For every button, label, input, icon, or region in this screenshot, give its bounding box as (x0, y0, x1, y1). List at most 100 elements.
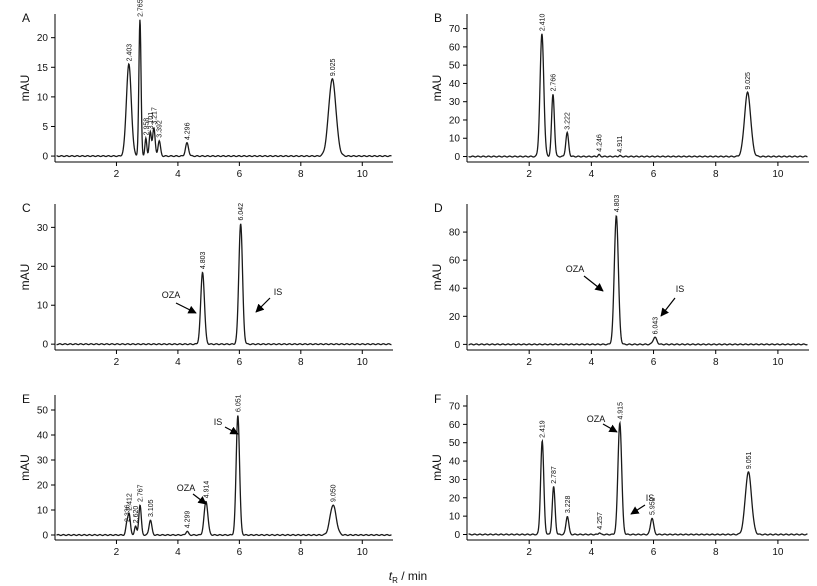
y-tick-label: 30 (449, 97, 461, 108)
peak-label: 4.915 (617, 402, 624, 420)
y-axis-label: mAU (18, 264, 32, 291)
peak-label: 3.101 (148, 112, 155, 130)
x-tick-label: 6 (651, 547, 657, 558)
panel-d: D 0 20 40 60 80 2 4 6 8 10 mAU 4.803 6.043 OZA IS (430, 195, 809, 368)
x-tick-label: 6 (651, 357, 657, 368)
x-tick-label: 2 (114, 547, 120, 558)
y-tick-label: 10 (37, 506, 49, 517)
y-tick-label: 40 (449, 284, 461, 295)
y-tick-label: 50 (37, 406, 49, 417)
annotation-is: IS (646, 493, 655, 503)
y-tick-label: 70 (449, 402, 461, 413)
y-tick-label: 30 (37, 223, 49, 234)
annotation-arrow (255, 297, 271, 313)
peak-label: 2.403 (126, 44, 133, 62)
y-tick-label: 30 (449, 475, 461, 486)
annotation-is: IS (214, 417, 223, 427)
peak-label: 9.051 (746, 451, 753, 469)
peak-label: 4.246 (597, 134, 604, 152)
x-tick-label: 2 (526, 169, 532, 180)
x-tick-label: 4 (175, 169, 181, 180)
y-axis-label: mAU (430, 264, 444, 291)
x-tick-label: 8 (713, 547, 719, 558)
annotation-arrow (175, 302, 197, 314)
peak-label: 6.042 (238, 203, 245, 221)
y-tick-label: 15 (37, 63, 49, 74)
y-tick-label: 10 (449, 512, 461, 523)
y-tick-label: 20 (449, 493, 461, 504)
x-axis-label-unit: / min (398, 569, 427, 583)
y-tick-label: 0 (454, 340, 460, 351)
chromatogram-trace (56, 19, 392, 158)
y-axis-label: mAU (18, 454, 32, 481)
y-tick-label: 0 (42, 531, 48, 542)
x-tick-label: 4 (589, 169, 595, 180)
peak-label: 6.043 (652, 317, 659, 335)
x-tick-label: 6 (237, 357, 243, 368)
peak-label: 6.051 (235, 394, 242, 412)
x-tick-label: 6 (237, 169, 243, 180)
y-tick-label: 10 (37, 92, 49, 103)
peak-label: 3.217 (151, 107, 158, 125)
annotation-arrow (583, 275, 604, 292)
peak-label: 4.257 (597, 512, 604, 530)
peak-label: 2.412 (127, 493, 134, 511)
peak-label: 2.336 (124, 504, 131, 522)
y-tick-label: 60 (449, 256, 461, 267)
y-tick-label: 20 (449, 312, 461, 323)
x-tick-label: 8 (713, 169, 719, 180)
y-tick-label: 0 (454, 530, 460, 541)
x-tick-label: 8 (298, 547, 304, 558)
annotation-is: IS (274, 287, 283, 297)
y-tick-label: 60 (449, 420, 461, 431)
x-tick-label: 8 (298, 169, 304, 180)
y-tick-label: 70 (449, 24, 461, 35)
panel-letter: A (22, 11, 30, 25)
panel-letter: B (434, 11, 442, 25)
annotation-arrow (192, 493, 207, 505)
x-tick-label: 10 (772, 169, 784, 180)
panel-letter: D (434, 201, 443, 215)
y-tick-label: 20 (37, 262, 49, 273)
peak-label: 3.392 (157, 120, 164, 138)
peak-label: 5.952 (650, 497, 657, 515)
panel-letter: E (22, 392, 30, 406)
chromatogram-trace (468, 33, 808, 158)
y-tick-label: 40 (37, 431, 49, 442)
annotation-oza: OZA (177, 483, 196, 493)
peak-label: 4.803 (614, 195, 621, 213)
y-tick-label: 5 (42, 122, 48, 133)
peak-label: 4.803 (200, 252, 207, 270)
y-tick-label: 20 (449, 115, 461, 126)
annotation-oza: OZA (162, 290, 181, 300)
y-tick-label: 20 (37, 33, 49, 44)
y-tick-label: 30 (37, 456, 49, 467)
peak-label: 2.765 (137, 0, 144, 17)
x-tick-label: 2 (526, 547, 532, 558)
x-tick-label: 4 (589, 547, 595, 558)
peak-label: 2.620 (133, 506, 140, 524)
x-tick-label: 4 (175, 357, 181, 368)
annotation-arrow (630, 504, 646, 515)
panel-f: F 0 10 20 30 40 50 60 70 2 4 6 8 10 mAU 2.419 2.787 3.228… (430, 392, 809, 558)
peak-label: 9.025 (330, 58, 337, 76)
x-tick-label: 6 (651, 169, 657, 180)
peak-label: 2.419 (540, 420, 547, 438)
x-tick-label: 10 (772, 357, 784, 368)
x-tick-label: 10 (357, 169, 369, 180)
x-tick-label: 2 (526, 357, 532, 368)
annotation-arrow (224, 426, 239, 435)
annotation-arrow (602, 423, 618, 433)
x-tick-label: 10 (772, 547, 784, 558)
y-tick-label: 80 (449, 228, 461, 239)
y-tick-label: 10 (37, 301, 49, 312)
x-tick-label: 2 (114, 357, 120, 368)
chromatogram-trace (468, 420, 808, 536)
peak-label: 4.911 (617, 136, 624, 153)
peak-label: 9.050 (331, 484, 338, 502)
y-tick-label: 0 (42, 340, 48, 351)
y-tick-label: 50 (449, 438, 461, 449)
